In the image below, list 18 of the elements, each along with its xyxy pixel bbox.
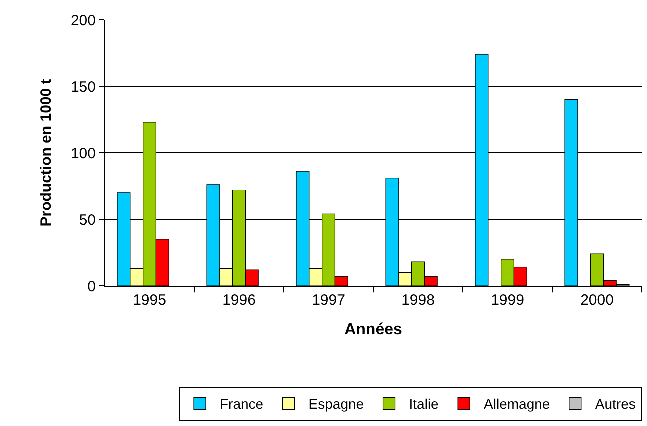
legend-label: Allemagne xyxy=(484,396,550,412)
y-tick-label: 50 xyxy=(79,212,96,229)
x-tick-label: 1995 xyxy=(133,292,166,309)
legend-label: Autres xyxy=(595,396,636,412)
x-axis-title: Années xyxy=(344,322,402,339)
legend-label: Italie xyxy=(409,396,440,412)
y-axis-title: Production en 1000 t xyxy=(38,79,56,227)
x-tick-label: 1997 xyxy=(312,292,346,309)
y-tick-label: 150 xyxy=(70,78,96,96)
legend-label: France xyxy=(220,396,264,412)
x-tick-label: 1999 xyxy=(491,292,524,309)
y-tick-label: 100 xyxy=(70,145,96,162)
y-tick-label: 0 xyxy=(88,278,96,296)
legend-label: Espagne xyxy=(308,396,364,412)
x-tick-label: 2000 xyxy=(580,292,614,309)
y-tick-label: 200 xyxy=(70,12,96,30)
x-tick-label: 1998 xyxy=(402,292,435,309)
x-tick-label: 1996 xyxy=(222,292,256,309)
